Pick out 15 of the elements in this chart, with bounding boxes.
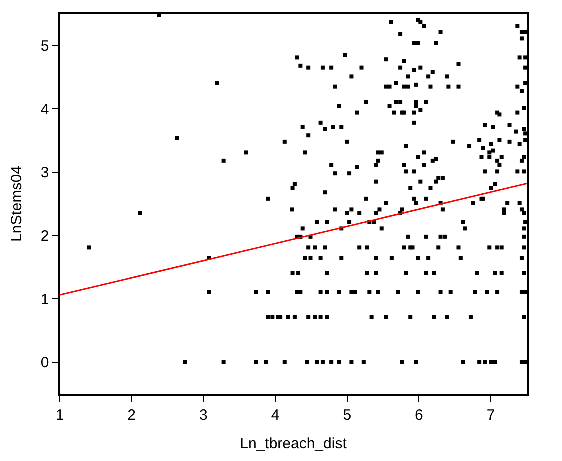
y-tick-label: 5: [40, 38, 50, 55]
x-tick-label: 2: [128, 406, 136, 424]
x-tick-label: 6: [415, 406, 424, 424]
x-tick-label: 5: [343, 406, 352, 424]
y-tick-label: 0: [40, 354, 50, 372]
x-tick-label: 7: [486, 406, 496, 424]
y-tick-label: 3: [40, 164, 50, 182]
x-axis-title: Ln_tbreach_dist: [240, 435, 348, 452]
y-tick-label: 1: [40, 291, 50, 308]
x-tick-label: 3: [200, 406, 208, 424]
y-tick-label: 4: [40, 101, 50, 118]
y-tick-label: 2: [40, 228, 50, 245]
x-tick-label: 4: [271, 406, 280, 424]
y-axis-title: LnStems04: [8, 166, 26, 242]
x-tick-label: 1: [56, 406, 64, 424]
